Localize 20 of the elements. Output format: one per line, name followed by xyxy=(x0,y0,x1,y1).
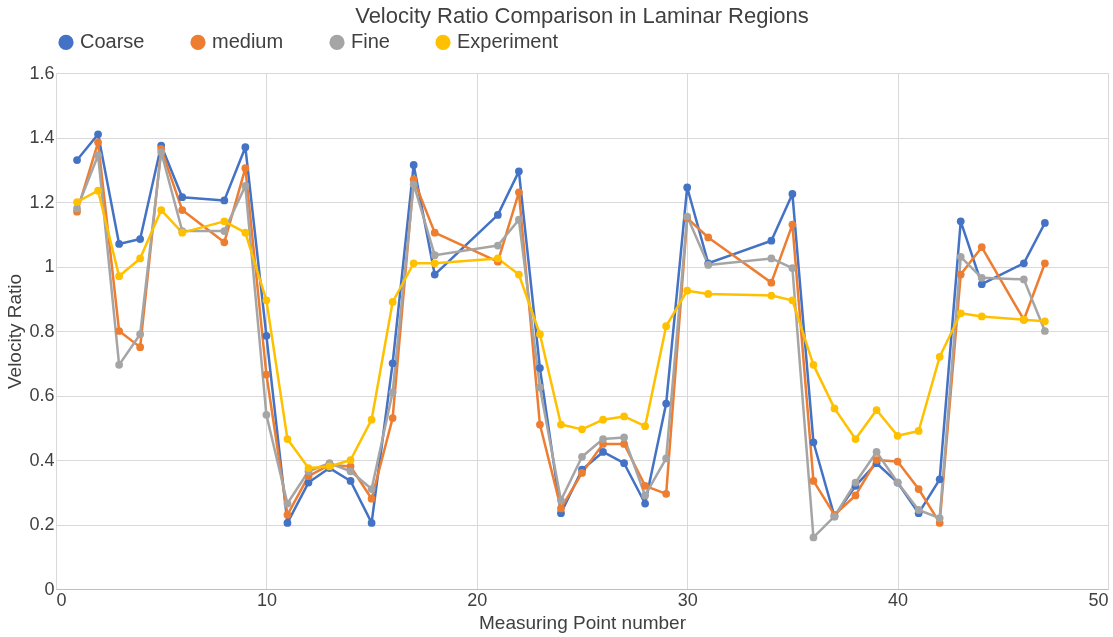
legend-label: Fine xyxy=(351,30,390,53)
y-tick-label: 0.8 xyxy=(29,320,55,341)
x-tick-label: 30 xyxy=(677,589,698,610)
legend-label: medium xyxy=(212,30,284,53)
y-tick-label: 1 xyxy=(44,256,55,276)
y-tick-label: 1.4 xyxy=(29,127,55,147)
y-axis-title: Velocity Ratio xyxy=(4,273,26,390)
x-tick-label: 50 xyxy=(1088,589,1109,610)
y-tick-label: 0.2 xyxy=(29,514,55,534)
chart-title: Velocity Ratio Comparison in Laminar Regions xyxy=(355,3,809,28)
y-tick-label: 0.4 xyxy=(29,449,55,470)
x-tick-label: 20 xyxy=(467,589,488,610)
x-axis-title: Measuring Point number xyxy=(479,611,687,633)
y-tick-label: 1.2 xyxy=(29,191,55,212)
legend-label: Coarse xyxy=(80,30,145,53)
y-tick-label: 0.6 xyxy=(29,385,55,405)
legend-label: Experiment xyxy=(457,30,559,53)
x-tick-label: 10 xyxy=(256,589,277,610)
y-tick-label: 1.6 xyxy=(29,62,55,83)
x-tick-label: 40 xyxy=(888,589,909,610)
